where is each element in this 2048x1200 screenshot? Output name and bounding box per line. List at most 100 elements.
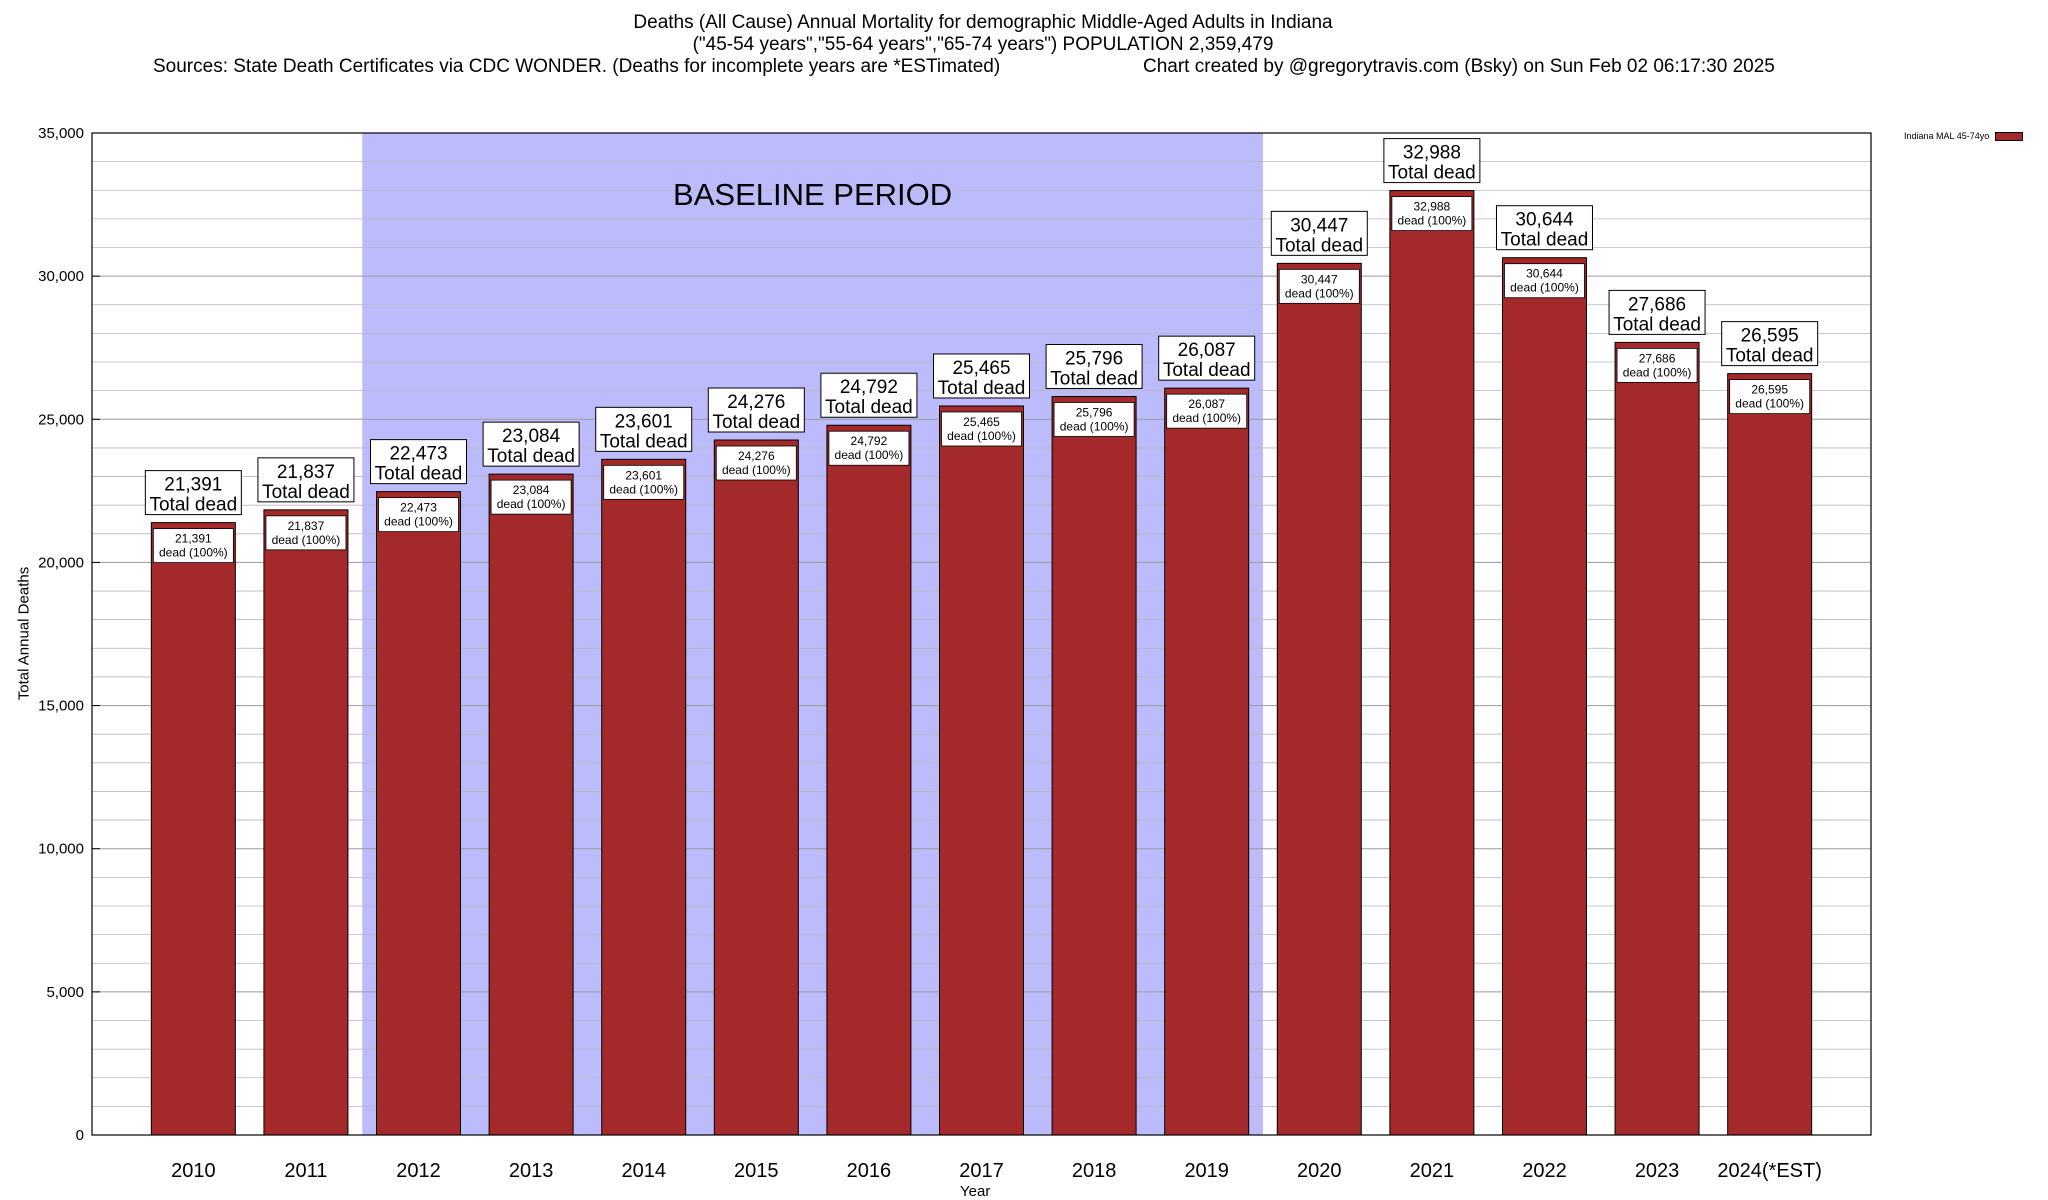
bar-inner-label-box — [1616, 347, 1698, 383]
bar-top-value-label: 27,686 — [1628, 294, 1686, 315]
bar-top-total-label: Total dead — [487, 446, 575, 467]
bar-inner-label-box — [152, 528, 234, 564]
chart-sources: Sources: State Death Certificates via CD… — [153, 56, 1001, 77]
bar-top-label-box — [933, 353, 1030, 399]
x-tick-label: 2017 — [959, 1160, 1004, 1182]
chart-subtitle: ("45-54 years","55-64 years","65-74 year… — [692, 34, 1274, 55]
x-axis-label: Year — [960, 1183, 991, 1200]
bar-inner-label-box — [828, 430, 910, 466]
bar-inner-percent-label: dead (100%) — [1285, 286, 1354, 300]
y-axis-label: Total Annual Deaths — [15, 566, 33, 701]
bar-top-total-label: Total dead — [1726, 346, 1814, 367]
bar-top-total-label: Total dead — [1501, 230, 1589, 251]
bar-top-label-box — [1608, 289, 1706, 335]
bar-inner-label-box — [490, 479, 572, 515]
bar — [939, 405, 1024, 1136]
bar-top-value-label: 32,988 — [1403, 143, 1461, 164]
bar-inner-value-label: 30,447 — [1301, 272, 1338, 286]
bar-top-total-label: Total dead — [1613, 314, 1701, 335]
bar-top-value-label: 26,595 — [1741, 326, 1799, 347]
bar-top-total-label: Total dead — [600, 431, 688, 452]
bar — [150, 522, 236, 1136]
bar-inner-percent-label: dead (100%) — [272, 533, 341, 547]
bar-top-total-label: Total dead — [1388, 163, 1476, 184]
bar-top-value-label: 21,391 — [164, 475, 222, 496]
bar-inner-label-box — [603, 464, 685, 500]
bar — [376, 491, 462, 1136]
bar — [1501, 257, 1587, 1136]
bar-top-total-label: Total dead — [375, 464, 463, 485]
bar-inner-percent-label: dead (100%) — [384, 515, 453, 529]
bar-top-value-label: 21,837 — [277, 462, 335, 483]
chart-title: Deaths (All Cause) Annual Mortality for … — [633, 12, 1333, 33]
bar-inner-percent-label: dead (100%) — [159, 546, 228, 560]
x-tick-label: 2010 — [171, 1160, 216, 1182]
bar-top-total-label: Total dead — [825, 397, 913, 418]
bar-inner-label-box — [941, 411, 1022, 447]
bar-inner-value-label: 27,686 — [1639, 351, 1676, 365]
bar-inner-percent-label: dead (100%) — [609, 482, 678, 496]
bar-inner-percent-label: dead (100%) — [835, 448, 904, 462]
bar — [601, 458, 687, 1136]
bar — [826, 424, 912, 1136]
x-tick-label: 2016 — [847, 1160, 892, 1182]
bar-inner-value-label: 32,988 — [1414, 200, 1451, 214]
bar-inner-value-label: 25,796 — [1076, 405, 1113, 419]
bar-inner-label-box — [1504, 263, 1585, 299]
bar-inner-percent-label: dead (100%) — [1623, 365, 1692, 379]
y-tick-label: 15,000 — [38, 698, 84, 715]
bar-inner-percent-label: dead (100%) — [1510, 281, 1579, 295]
bar-top-total-label: Total dead — [1275, 235, 1363, 256]
bar-top-label-box — [1045, 343, 1143, 389]
y-tick-label: 30,000 — [38, 268, 84, 285]
bar-inner-label-box — [1166, 393, 1248, 429]
x-tick-label: 2019 — [1184, 1160, 1229, 1182]
bar-top-label-box — [1270, 210, 1368, 256]
y-tick-label: 35,000 — [38, 125, 84, 142]
bar — [1276, 262, 1362, 1136]
bar-inner-label-box — [265, 515, 347, 551]
bar-inner-label-box — [1053, 402, 1135, 437]
bar-top-value-label: 26,087 — [1178, 340, 1236, 361]
bar — [263, 509, 349, 1136]
bar-top-value-label: 24,792 — [840, 377, 898, 398]
x-tick-label: 2011 — [284, 1160, 327, 1182]
bar — [1614, 341, 1700, 1136]
y-tick-label: 10,000 — [38, 841, 84, 858]
bar — [1051, 395, 1137, 1136]
bar-inner-percent-label: dead (100%) — [1172, 411, 1241, 425]
bar-top-value-label: 23,601 — [615, 411, 673, 432]
bar-inner-value-label: 23,601 — [625, 468, 662, 482]
x-tick-label: 2013 — [509, 1160, 554, 1182]
bar-inner-value-label: 24,792 — [851, 434, 888, 448]
bar-inner-value-label: 24,276 — [738, 449, 775, 463]
x-tick-label: 2022 — [1522, 1160, 1567, 1182]
bar-inner-percent-label: dead (100%) — [1060, 419, 1129, 433]
bar-top-label-box — [820, 372, 918, 418]
bar-top-value-label: 24,276 — [727, 392, 785, 413]
bar-inner-percent-label: dead (100%) — [1398, 214, 1467, 228]
legend-swatch — [1995, 131, 2024, 141]
bar-inner-percent-label: dead (100%) — [497, 497, 566, 511]
bar-top-total-label: Total dead — [712, 412, 800, 433]
x-tick-label: 2015 — [734, 1160, 779, 1182]
x-tick-label: 2018 — [1072, 1160, 1117, 1182]
bar-top-value-label: 25,796 — [1065, 348, 1123, 369]
bar-top-value-label: 23,084 — [502, 426, 561, 447]
bar — [488, 473, 574, 1136]
bar-top-total-label: Total dead — [938, 378, 1026, 399]
bar-top-label-box — [595, 406, 693, 452]
y-tick-label: 5,000 — [46, 984, 84, 1001]
bar-top-label-box — [1383, 138, 1481, 184]
bar-inner-value-label: 21,837 — [288, 519, 325, 533]
bar-top-label-box — [1158, 335, 1256, 381]
x-tick-label: 2021 — [1410, 1160, 1455, 1182]
bar — [1389, 190, 1475, 1136]
bar-top-value-label: 22,473 — [389, 444, 447, 465]
bar-top-value-label: 30,447 — [1290, 215, 1348, 236]
x-tick-label: 2023 — [1635, 1160, 1680, 1182]
bar-top-total-label: Total dead — [1163, 360, 1251, 381]
bar — [1727, 373, 1813, 1136]
bar-top-value-label: 30,644 — [1515, 210, 1574, 231]
chart-title-block: Deaths (All Cause) Annual Mortality for … — [0, 12, 1966, 78]
